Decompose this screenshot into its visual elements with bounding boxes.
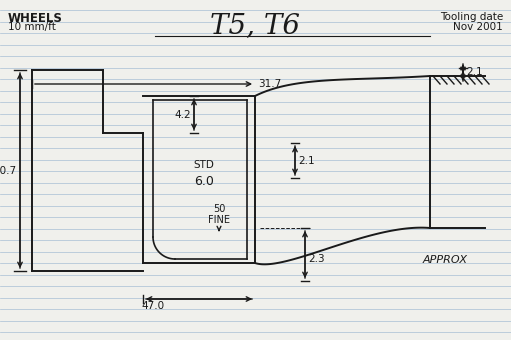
Text: 2.1: 2.1 [466,67,482,77]
Text: WHEELS: WHEELS [8,12,63,25]
Text: 4.2: 4.2 [174,109,191,119]
Text: Tooling date: Tooling date [440,12,503,22]
Text: 50
FINE: 50 FINE [208,204,230,225]
Text: 10.7: 10.7 [0,166,17,175]
Text: T5, T6: T5, T6 [210,13,300,39]
Text: STD: STD [194,160,215,170]
Text: 6.0: 6.0 [194,175,214,188]
Text: Nov 2001: Nov 2001 [453,22,503,32]
Text: 31.7: 31.7 [258,79,281,89]
Text: 2.1: 2.1 [298,155,315,166]
Text: 47.0: 47.0 [141,301,164,311]
Text: 2.3: 2.3 [308,255,324,265]
Text: 10 mm/ft: 10 mm/ft [8,22,56,32]
Text: APPROX: APPROX [423,255,468,265]
